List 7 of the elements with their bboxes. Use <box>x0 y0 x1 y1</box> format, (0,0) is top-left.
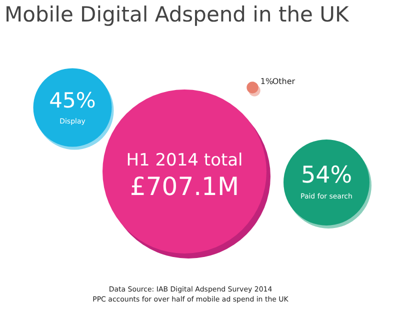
data-label: 1% <box>260 77 274 86</box>
category-label: Other <box>272 77 296 86</box>
text: Mobile Digital Adspend in the UK <box>4 2 350 26</box>
data-label: 45% <box>49 88 96 112</box>
data-label: 54% <box>300 162 352 188</box>
text: £707.1M <box>130 172 240 201</box>
text: H1 2014 total <box>126 150 243 170</box>
